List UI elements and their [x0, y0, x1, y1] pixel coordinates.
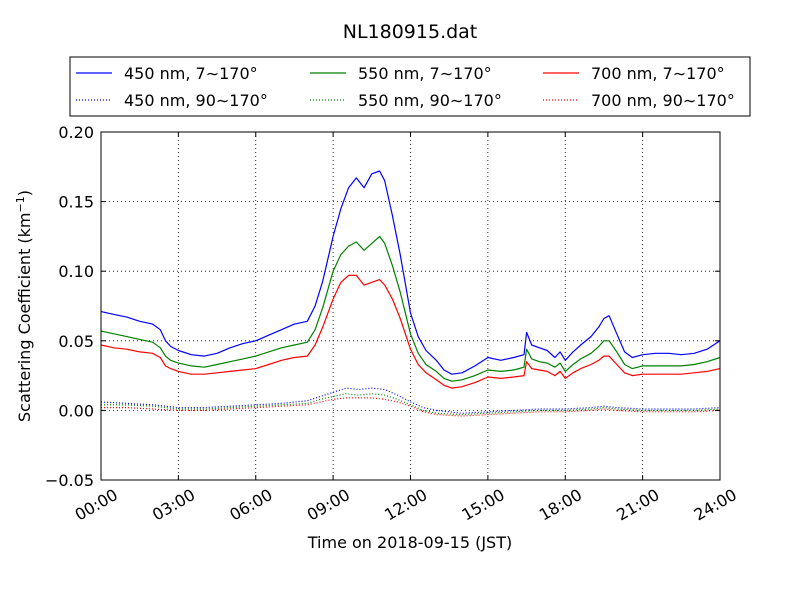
y-axis-label: Scattering Coefficient (km−1): [14, 190, 34, 422]
series-line-3: [100, 274, 721, 389]
legend-label: 700 nm, 7∼170°: [591, 64, 725, 83]
y-tick-labels: −0.05 0.00 0.05 0.10 0.15 0.20: [45, 123, 94, 490]
legend: 450 nm, 7∼170° 550 nm, 7∼170° 700 nm, 7∼17…: [69, 56, 751, 117]
y-tick-label: 0.00: [58, 401, 94, 420]
y-tick-label: −0.05: [45, 471, 94, 490]
y-axis-label-main: Scattering Coefficient (km: [15, 212, 34, 422]
y-tick-label: 0.20: [58, 123, 94, 142]
legend-label: 550 nm, 90∼170°: [358, 91, 502, 110]
legend-label: 450 nm, 7∼170°: [124, 64, 258, 83]
series-line-5: [101, 393, 721, 416]
series-line-6: [101, 397, 721, 417]
axis-ticks: [100, 131, 721, 481]
y-tick-label: 0.05: [58, 332, 94, 351]
y-tick-label: 0.15: [58, 193, 94, 212]
legend-label: 550 nm, 7∼170°: [358, 64, 492, 83]
legend-box: [69, 56, 751, 117]
x-axis-label: Time on 2018-09-15 (JST): [307, 533, 512, 552]
y-axis-label-superscript: −1: [14, 196, 27, 212]
series-lines: [100, 170, 721, 417]
legend-label: 450 nm, 90∼170°: [124, 91, 268, 110]
chart-title: NL180915.dat: [343, 21, 478, 43]
series-line-2: [100, 235, 721, 382]
series-line-4: [100, 387, 721, 414]
legend-label: 700 nm, 90∼170°: [591, 91, 735, 110]
series-line-1: [100, 170, 721, 375]
y-axis-label-close: ): [15, 190, 34, 196]
y-tick-label: 0.10: [58, 262, 94, 281]
